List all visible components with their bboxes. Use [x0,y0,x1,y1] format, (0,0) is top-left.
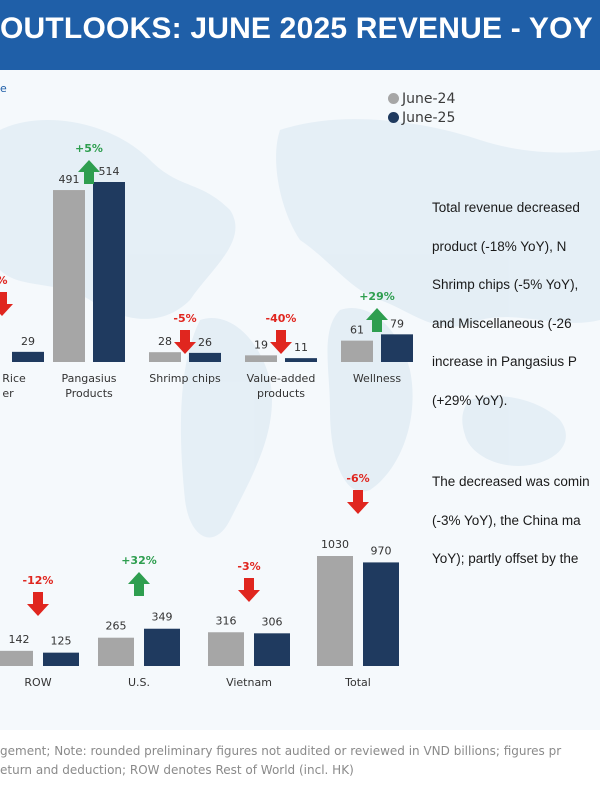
category-label: U.S. [128,676,150,689]
category-label: products [257,387,305,400]
data-label: 29 [21,335,35,348]
bar-june-25 [363,562,399,666]
category-label: Pangasius [61,372,116,385]
data-label: 142 [9,633,30,646]
data-label: 306 [262,615,283,628]
category-label: er [2,387,14,400]
down-arrow-icon [27,592,49,616]
bar-june-24 [245,355,277,362]
commentary-line: (-3% YoY), the China ma [432,512,581,528]
data-label: 125 [51,635,72,648]
change-label: +5% [75,142,103,155]
legend-label: June-24 [402,90,456,107]
chart-legend: June-24 June-25 [388,89,455,127]
bar-june-24 [53,190,85,362]
commentary-line: Shrimp chips (-5% YoY), [432,277,579,293]
change-label: -12% [23,574,54,587]
commentary-line: (+29% YoY). [432,392,508,408]
data-label: 265 [106,620,127,633]
category-label: Wellness [353,372,402,385]
legend-label: June-25 [402,109,456,126]
category-label: Total [344,676,371,689]
footnote: gement; Note: rounded preliminary figure… [0,742,561,780]
commentary-line: increase in Pangasius P [432,354,577,370]
data-label: 19 [254,338,268,351]
commentary-line: product (-18% YoY), N [432,238,567,254]
up-arrow-icon [78,160,100,184]
down-arrow-icon [347,490,369,514]
data-label: 349 [152,611,173,624]
bar-june-25 [254,633,290,666]
category-label: Products [65,387,113,400]
bar-june-25 [12,351,44,362]
down-arrow-icon [174,330,196,354]
category-label: Value-added [247,372,316,385]
bar-june-25 [285,358,317,362]
change-label: -40% [266,312,297,325]
down-arrow-icon [0,292,13,316]
data-label: 970 [371,544,392,557]
up-arrow-icon [128,572,150,596]
data-label: 11 [294,341,308,354]
category-label: & Rice [0,372,26,385]
bar-june-25 [381,334,413,362]
commentary-line: Total revenue decreased [432,200,580,215]
data-label: 316 [216,614,237,627]
corner-mark: e [0,82,7,95]
category-label: Vietnam [226,676,272,689]
commentary-line: YoY); partly offset by the [432,551,579,567]
change-label: +29% [359,290,395,303]
change-label: +32% [121,554,157,567]
down-arrow-icon [270,330,292,354]
bar-june-24 [0,650,33,666]
legend-item-june-25: June-25 [388,108,455,127]
bar-june-25 [43,652,79,666]
down-arrow-icon [238,578,260,602]
change-label: -6% [346,472,369,485]
change-label: -5% [173,312,196,325]
data-label: 79 [390,317,404,330]
footnote-line: gement; Note: rounded preliminary figure… [0,744,562,758]
data-label: 491 [59,173,80,186]
legend-item-june-24: June-24 [388,89,455,108]
legend-swatch-june-25 [388,112,399,123]
up-arrow-icon [366,308,388,332]
data-label: 28 [158,335,172,348]
bar-june-24 [98,637,134,666]
bottom-strip [0,790,600,800]
category-label: Shrimp chips [149,372,221,385]
data-label: 26 [198,336,212,349]
data-label: 1030 [321,538,349,551]
change-label: % [0,274,8,287]
bar-june-25 [144,628,180,666]
legend-swatch-june-24 [388,93,399,104]
data-label: 514 [99,165,120,178]
title-bar [0,0,600,70]
data-label: 61 [350,324,364,337]
bar-june-24 [341,340,373,362]
revenue-charts: 29 & Rice er% 491 514 Pangasius Products +5% 28 2… [0,142,413,689]
commentary-line: and Miscellaneous (-26 [432,315,572,331]
footnote-line: eturn and deduction; ROW denotes Rest of… [0,763,354,777]
category-label: ROW [24,676,51,689]
change-label: -3% [237,560,260,573]
bar-june-24 [317,556,353,666]
bar-june-25 [93,182,125,362]
bar-june-25 [189,352,221,362]
commentary-line: The decreased was comin [432,474,590,489]
bar-june-24 [208,632,244,666]
page-title: OUTLOOKS: JUNE 2025 REVENUE - YOY [0,12,593,45]
bar-june-24 [149,352,181,362]
